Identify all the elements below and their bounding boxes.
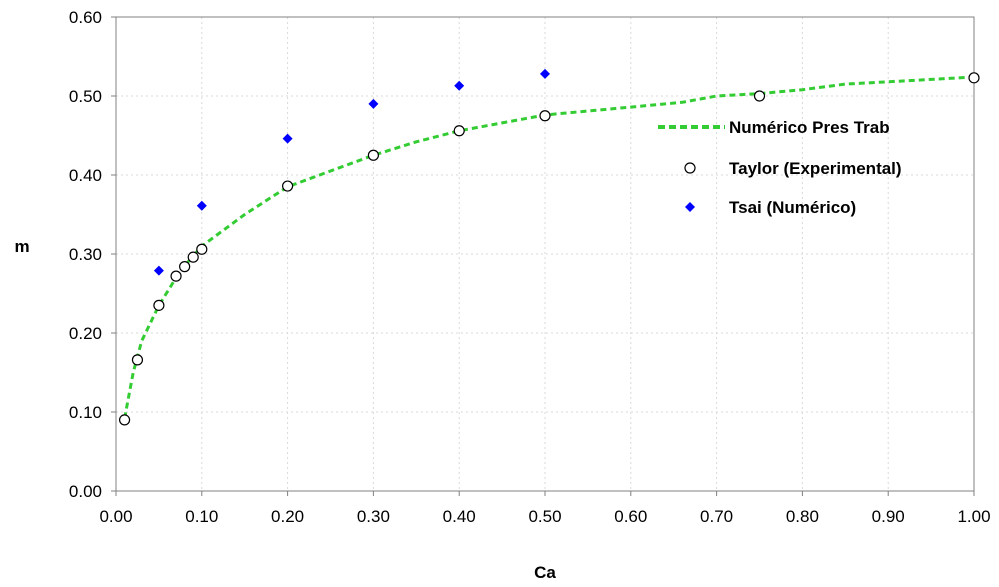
tsai-point: [196, 200, 207, 211]
y-tick-label: 0.60: [69, 8, 102, 27]
tsai-point: [282, 133, 293, 144]
legend-diamond-swatch: [685, 202, 695, 212]
x-tick-label: 1.00: [957, 507, 990, 526]
taylor-point: [196, 243, 208, 255]
y-axis: 0.00 0.10 0.20 0.30 0.40 0.50 0.60: [69, 8, 117, 501]
taylor-point: [282, 180, 294, 192]
y-tick-label: 0.30: [69, 245, 102, 264]
taylor-point: [170, 270, 182, 282]
y-tick-label: 0.20: [69, 324, 102, 343]
x-axis-title: Ca: [534, 563, 556, 582]
x-tick-label: 0.20: [271, 507, 304, 526]
taylor-point: [131, 354, 144, 366]
x-tick-label: 0.30: [357, 507, 390, 526]
y-tick-label: 0.10: [69, 403, 102, 422]
x-tick-label: 0.60: [614, 507, 647, 526]
x-tick-label: 0.00: [99, 507, 132, 526]
taylor-point: [753, 90, 766, 102]
series-layer: [118, 68, 980, 426]
legend-label: Numérico Pres Trab: [729, 118, 890, 137]
legend-label: Taylor (Experimental): [729, 159, 902, 178]
x-tick-label: 0.90: [872, 507, 905, 526]
taylor-point: [153, 299, 165, 311]
taylor-point: [968, 72, 980, 84]
tsai-point: [454, 80, 465, 91]
x-tick-label: 0.80: [786, 507, 819, 526]
legend: Numérico Pres Trab Taylor (Experimental) T…: [658, 118, 902, 217]
x-axis: 0.00 0.10 0.20 0.30 0.40 0.50 0.60 0.70 0.80 0.90…: [99, 490, 991, 526]
y-tick-label: 0.40: [69, 166, 102, 185]
y-axis-title: m: [14, 237, 29, 256]
x-tick-label: 0.50: [528, 507, 561, 526]
legend-entry: Taylor (Experimental): [684, 159, 902, 178]
x-tick-label: 0.10: [185, 507, 218, 526]
y-tick-label: 0.00: [69, 482, 102, 501]
tsai-point: [368, 98, 379, 109]
taylor-point: [453, 125, 465, 137]
taylor-point: [367, 149, 379, 161]
legend-label: Tsai (Numérico): [729, 198, 856, 217]
taylor-point: [187, 251, 199, 263]
taylor-point: [179, 261, 191, 273]
x-tick-label: 0.70: [700, 507, 733, 526]
grid: [116, 16, 975, 491]
tsai-point: [540, 68, 550, 79]
x-tick-label: 0.40: [443, 507, 476, 526]
tsai-point: [153, 265, 164, 276]
legend-entry: Numérico Pres Trab: [658, 118, 890, 137]
taylor-point: [118, 414, 131, 426]
taylor-point: [539, 110, 551, 122]
y-tick-label: 0.50: [69, 87, 102, 106]
legend-circle-swatch: [684, 162, 696, 174]
legend-entry: Tsai (Numérico): [685, 198, 856, 217]
